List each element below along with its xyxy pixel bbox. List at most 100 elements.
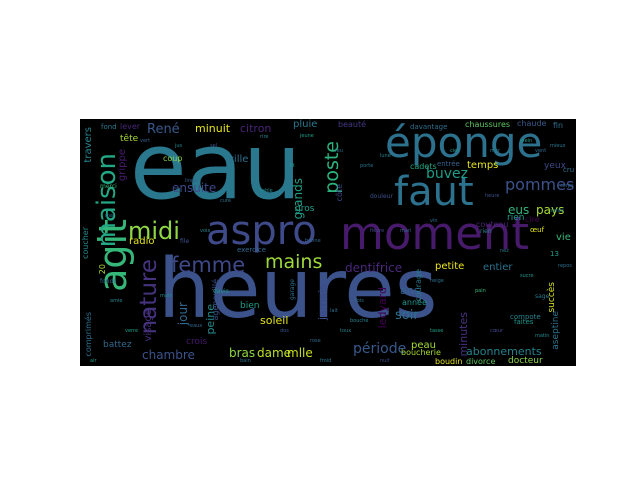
cloud-word: lit bbox=[290, 163, 295, 169]
cloud-word: dos bbox=[280, 328, 289, 334]
cloud-word: lever bbox=[120, 122, 141, 131]
cloud-word: davis bbox=[213, 288, 229, 295]
cloud-word: rien bbox=[480, 228, 492, 235]
cloud-word: eaux bbox=[190, 323, 203, 329]
cloud-word: bien bbox=[240, 301, 260, 311]
cloud-word: entier bbox=[483, 262, 513, 273]
cloud-word: bain bbox=[240, 358, 251, 364]
cloud-word: froid bbox=[320, 358, 332, 364]
cloud-word: pommes bbox=[505, 175, 575, 194]
cloud-word: agenouillé bbox=[211, 279, 220, 321]
cloud-word: jour bbox=[176, 302, 190, 326]
cloud-word: main bbox=[160, 293, 173, 299]
cloud-word: exercice bbox=[237, 246, 267, 254]
cloud-word: douleur bbox=[370, 193, 393, 200]
cloud-word: neige bbox=[430, 278, 444, 284]
cloud-word: file bbox=[180, 238, 190, 245]
word-cloud: eau heures moment éponge faut aspro agit maison… bbox=[80, 119, 576, 366]
cloud-word: yeux bbox=[544, 161, 566, 171]
cloud-word: mains bbox=[265, 251, 323, 273]
cloud-word: jeune bbox=[300, 133, 314, 139]
cloud-word: fièvre bbox=[370, 228, 385, 234]
cloud-word: faut bbox=[394, 169, 474, 215]
cloud-word: amie bbox=[110, 298, 123, 304]
cloud-word: bouche bbox=[350, 318, 369, 324]
cloud-word: mal bbox=[105, 213, 115, 219]
cloud-word: heures bbox=[158, 242, 438, 337]
cloud-word: buvez bbox=[426, 166, 469, 182]
cloud-word: vie bbox=[556, 232, 571, 243]
cloud-word: sage bbox=[535, 293, 550, 300]
cloud-word: ville bbox=[228, 154, 249, 165]
cloud-word: coucher bbox=[81, 227, 90, 260]
cloud-word: rire bbox=[260, 134, 269, 140]
cloud-word: nuit bbox=[380, 358, 390, 364]
cloud-word: cru bbox=[563, 166, 575, 174]
cloud-word: chaussures bbox=[465, 120, 511, 129]
cloud-word: nez bbox=[500, 248, 509, 254]
cloud-word: midi bbox=[128, 217, 180, 245]
cloud-word: matin bbox=[535, 333, 550, 339]
cloud-word: pays bbox=[536, 203, 565, 217]
cloud-word: radio bbox=[129, 236, 155, 247]
cloud-word: mari bbox=[400, 228, 412, 234]
cloud-word: ans bbox=[400, 284, 420, 297]
cloud-word: soleil bbox=[260, 314, 289, 327]
cloud-word: fois bbox=[355, 298, 364, 304]
cloud-word: côté bbox=[335, 184, 344, 202]
cloud-word: cire bbox=[525, 215, 540, 224]
cloud-word: femme bbox=[171, 253, 246, 277]
cloud-word: lune bbox=[380, 153, 391, 159]
cloud-word: jamais bbox=[316, 284, 329, 321]
cloud-word: 20 bbox=[98, 264, 107, 275]
cloud-word: ledyard bbox=[376, 287, 389, 329]
cloud-word: bras bbox=[229, 346, 256, 360]
cloud-word: divorce bbox=[466, 357, 496, 366]
cloud-word: merci bbox=[100, 183, 117, 190]
cloud-word: mlle bbox=[287, 346, 313, 360]
cloud-word: entrée bbox=[437, 160, 460, 168]
cloud-word: vert bbox=[140, 138, 151, 144]
cloud-word: visage bbox=[143, 309, 154, 342]
cloud-word: minuit bbox=[195, 122, 231, 135]
cloud-word: pain bbox=[475, 288, 486, 294]
cloud-word: santé bbox=[550, 208, 564, 214]
cloud-word: grippe bbox=[117, 149, 128, 182]
cloud-word: crois bbox=[186, 337, 208, 347]
cloud-word: coup bbox=[163, 154, 183, 163]
cloud-word: corps bbox=[560, 183, 574, 189]
cloud-word: fin bbox=[553, 121, 564, 130]
cloud-word: période bbox=[353, 341, 407, 357]
cloud-word: bonne bbox=[305, 238, 321, 244]
cloud-word: tasse bbox=[430, 328, 444, 334]
cloud-word: beauté bbox=[338, 120, 367, 129]
cloud-word: air bbox=[90, 358, 97, 364]
cloud-word: travers bbox=[83, 127, 94, 163]
cloud-word: table bbox=[260, 188, 273, 194]
cloud-word: petite bbox=[435, 261, 465, 272]
cloud-word: repos bbox=[558, 263, 572, 269]
cloud-word: chaude bbox=[517, 119, 547, 128]
cloud-word: voix bbox=[200, 228, 211, 234]
cloud-word: 13 bbox=[550, 250, 559, 258]
cloud-word: sucre bbox=[520, 273, 534, 279]
cloud-word: citron bbox=[240, 122, 272, 135]
cloud-word: moment bbox=[340, 207, 530, 260]
cloud-word: cure bbox=[220, 198, 231, 204]
cloud-word: vent bbox=[535, 148, 547, 154]
cloud-word: soir bbox=[395, 308, 419, 323]
cloud-word: peau bbox=[411, 340, 436, 351]
cloud-word: fond bbox=[101, 123, 117, 131]
cloud-word: tête bbox=[120, 134, 139, 144]
cloud-word: sel bbox=[210, 143, 218, 149]
cloud-word: heure bbox=[485, 193, 500, 199]
cloud-word: succès bbox=[547, 282, 557, 313]
cloud-word: aspro bbox=[206, 208, 317, 254]
cloud-word: couteau bbox=[476, 220, 509, 229]
cloud-word: chambre bbox=[142, 348, 195, 362]
cloud-word: temps bbox=[467, 160, 499, 171]
cloud-word: battez bbox=[103, 340, 132, 350]
cloud-word: aseptine bbox=[551, 311, 561, 350]
cloud-word: eau bbox=[130, 119, 302, 220]
cloud-word: garage bbox=[289, 279, 296, 301]
